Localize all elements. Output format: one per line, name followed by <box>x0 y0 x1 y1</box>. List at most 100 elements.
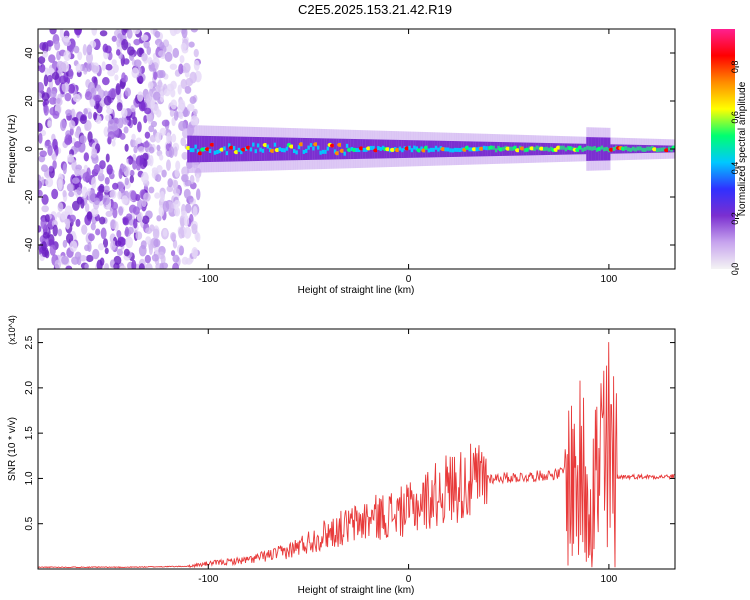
spectrogram-cell <box>381 145 385 150</box>
spectrogram-cell <box>336 138 339 160</box>
y-tick-label: 2.0 <box>24 380 35 394</box>
spectrogram-cell <box>154 192 161 199</box>
spectrogram-cell <box>608 147 614 152</box>
spectrogram-cell <box>59 75 67 85</box>
spectrogram-cell <box>116 248 123 256</box>
spectrogram-cell <box>119 80 126 90</box>
spectrogram-cell <box>124 143 129 152</box>
spectrogram-cell <box>119 265 127 269</box>
spectrogram-cell <box>41 241 47 252</box>
spectrogram-cell <box>64 205 73 218</box>
spectrogram-cell <box>89 189 96 202</box>
spectrogram-cell <box>293 149 296 154</box>
spectrogram-cell <box>131 67 140 79</box>
spectrogram-cell <box>47 74 53 83</box>
spectrogram-cell <box>627 147 630 152</box>
spectrogram-cell <box>209 142 215 147</box>
spectrogram-cell <box>123 58 130 65</box>
spectrogram-cell <box>390 147 396 152</box>
spectrogram-cell <box>302 137 306 161</box>
spectrogram-cell <box>588 146 592 151</box>
spectrogram-cell <box>62 163 67 175</box>
spectrogram-cell <box>190 29 198 33</box>
spectrogram-cell <box>112 182 119 190</box>
spectrogram-cell <box>170 231 177 241</box>
spectrogram-cell <box>115 49 121 56</box>
spectrogram-cell <box>186 103 195 112</box>
spectrogram-cell <box>121 29 127 36</box>
spectrogram-cell <box>111 201 119 211</box>
snr-ylabel: SNR (10 * v/v) <box>7 417 18 481</box>
spectrogram-cell <box>458 148 462 153</box>
spectrogram-cell <box>113 262 120 269</box>
spectrogram-cell <box>96 259 103 269</box>
spectrogram-cell <box>338 138 342 160</box>
spectrogram-cell <box>355 148 359 153</box>
spectrogram-cell <box>116 38 122 48</box>
colorbar-tick-label: 0.6 <box>730 111 740 124</box>
spectrogram-cell <box>64 92 72 102</box>
spectrogram-cell <box>156 144 161 151</box>
spectrogram-cell <box>40 164 49 173</box>
spectrogram-cell <box>60 119 67 132</box>
spectrogram-cell <box>533 146 536 151</box>
spectrogram-cell <box>208 148 212 153</box>
spectrogram-cell <box>298 142 304 147</box>
spectrogram-cell <box>87 111 93 120</box>
spectrogram-cell <box>38 188 41 196</box>
spectrogram-cell <box>161 119 170 127</box>
spectrogram-cell <box>283 148 286 153</box>
spectrogram-cell <box>317 145 320 150</box>
spectrogram-cell <box>80 198 85 209</box>
spectrogram-cell <box>123 126 129 134</box>
spectrogram-cell <box>641 147 645 152</box>
spectrogram-cell <box>185 146 191 151</box>
spectrogram-cell <box>49 97 57 105</box>
spectrogram-cell <box>68 191 75 198</box>
snr-ticks: -100 0 100 0.5 1.0 1.5 2.0 2.5 <box>24 329 675 585</box>
spectrogram-cell <box>191 246 198 259</box>
spectrogram-cell <box>65 233 74 244</box>
spectrogram-cell <box>73 141 82 148</box>
spectrogram-cell <box>261 148 265 153</box>
spectrogram-cell <box>451 148 455 153</box>
spectrogram-cell <box>634 147 637 152</box>
snr-frame <box>37 328 676 570</box>
spectrogram-cell <box>121 72 126 83</box>
spectrogram-cell <box>122 217 129 226</box>
spectrogram-cell <box>591 146 594 151</box>
spectrogram-cell <box>577 145 583 150</box>
spectrogram-cell <box>129 175 134 184</box>
spectrogram-cell <box>99 216 106 225</box>
spectrogram-cell <box>631 146 635 151</box>
y-tick-label: 2.5 <box>24 335 35 349</box>
spectrogram-cell <box>159 41 165 50</box>
spectrogram-cell <box>38 56 46 65</box>
spectrogram-cell <box>148 146 155 154</box>
spectrogram-cell <box>194 135 198 163</box>
spectrogram-cell <box>369 145 373 150</box>
spectrogram-cell <box>76 256 82 266</box>
spectrogram-cell <box>475 147 479 152</box>
colorbar-gradient <box>711 29 735 269</box>
spectrogram-cell <box>81 186 88 199</box>
snr-xlabel: Height of straight line (km) <box>298 585 415 596</box>
spectrogram-cell <box>655 148 659 153</box>
spectrogram-cell <box>49 244 56 256</box>
spectrogram-cell <box>331 138 335 160</box>
spectrogram-cell <box>181 151 189 160</box>
spectrogram-cell <box>163 88 171 97</box>
spectrogram-cell <box>38 63 42 71</box>
spectrogram-cell <box>162 200 170 213</box>
spectrogram-cell <box>337 142 343 147</box>
spectrogram-cell <box>130 104 136 113</box>
spectrogram-cell <box>121 38 129 51</box>
spectrogram-cell <box>111 59 117 66</box>
spectrogram-cell <box>213 150 217 155</box>
spectrogram-cell <box>141 52 148 62</box>
x-tick-label: 100 <box>601 274 618 285</box>
spectrogram-cell <box>135 137 142 145</box>
spectrogram-cell <box>131 133 136 141</box>
spectrogram-cell <box>42 231 50 239</box>
